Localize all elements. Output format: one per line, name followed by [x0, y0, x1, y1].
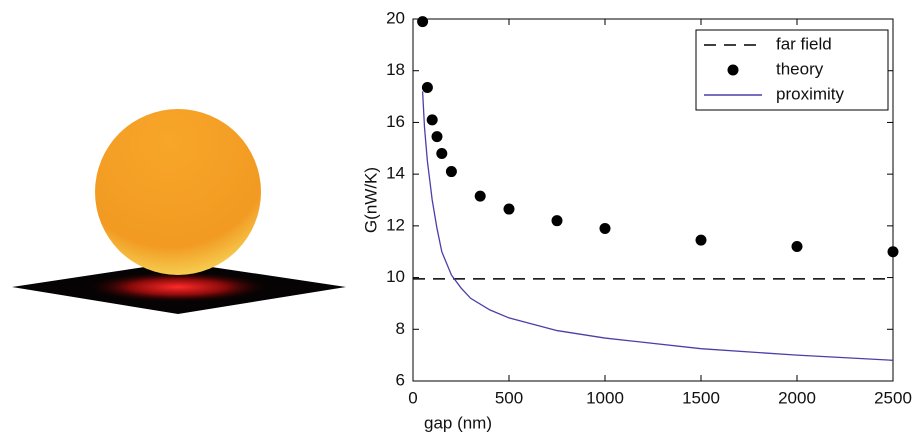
data-point — [695, 234, 707, 246]
legend-swatch — [727, 64, 739, 76]
y-tick-label: 14 — [386, 164, 405, 183]
data-point — [431, 131, 443, 143]
data-point — [436, 147, 448, 159]
data-point — [599, 222, 611, 234]
y-tick-label: 8 — [396, 319, 405, 338]
y-tick-label: 16 — [386, 112, 405, 131]
legend-label: theory — [776, 59, 824, 78]
data-point — [474, 190, 486, 202]
heat-glow — [83, 271, 273, 303]
x-tick-label: 1000 — [586, 388, 624, 407]
data-point — [421, 82, 433, 94]
legend-label: far field — [776, 34, 832, 53]
x-tick-label: 1500 — [682, 388, 720, 407]
y-tick-label: 6 — [396, 370, 405, 389]
data-point — [417, 16, 429, 28]
y-axis-label: G(nW/K) — [361, 167, 380, 233]
series-line — [421, 91, 894, 361]
x-tick-label: 2500 — [874, 388, 912, 407]
y-tick-label: 20 — [386, 8, 405, 27]
x-tick-label: 2000 — [778, 388, 816, 407]
sphere — [95, 109, 261, 275]
y-tick-label: 12 — [386, 215, 405, 234]
x-tick-label: 500 — [495, 388, 523, 407]
data-point — [445, 166, 457, 178]
data-point — [503, 203, 515, 215]
illustration — [12, 109, 346, 314]
data-point — [551, 215, 563, 227]
x-tick-label: 0 — [408, 388, 417, 407]
plot-frame — [412, 18, 894, 382]
legend-label: proximity — [776, 84, 845, 103]
y-tick-label: 10 — [386, 267, 405, 286]
data-point — [887, 246, 899, 258]
x-axis-label: gap (nm) — [424, 413, 492, 432]
data-point — [791, 241, 803, 253]
data-point — [426, 114, 438, 126]
y-tick-label: 18 — [386, 60, 405, 79]
